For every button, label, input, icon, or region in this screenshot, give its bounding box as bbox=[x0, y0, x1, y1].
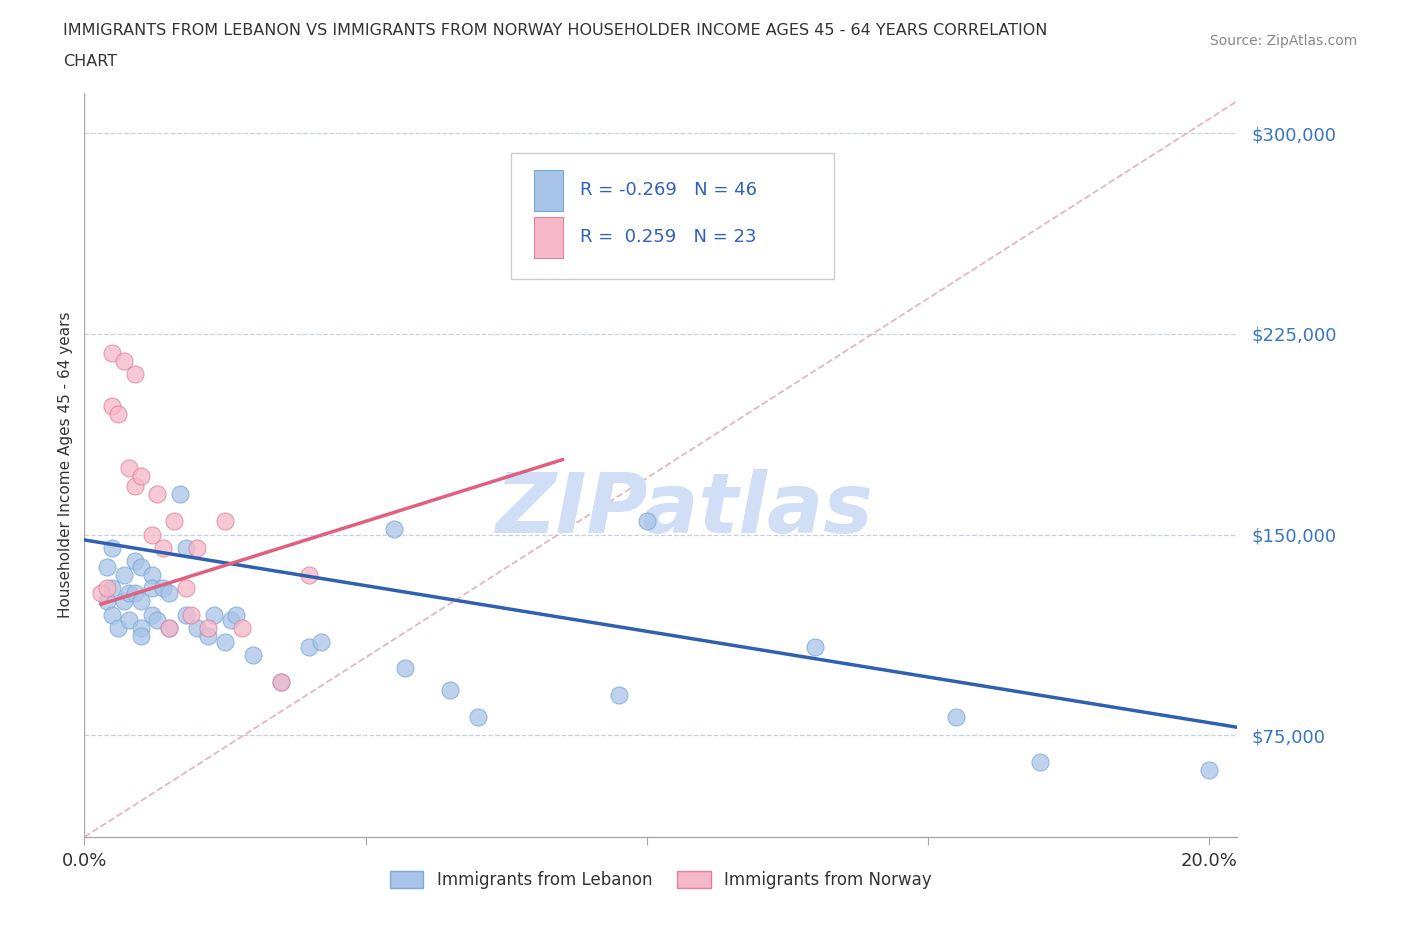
Point bbox=[270, 674, 292, 689]
Point bbox=[118, 460, 141, 475]
Point bbox=[219, 613, 242, 628]
Point bbox=[270, 674, 292, 689]
Point bbox=[945, 710, 967, 724]
Point bbox=[242, 647, 264, 662]
Point bbox=[107, 406, 129, 421]
Point bbox=[439, 683, 461, 698]
Point bbox=[112, 594, 135, 609]
Text: IMMIGRANTS FROM LEBANON VS IMMIGRANTS FROM NORWAY HOUSEHOLDER INCOME AGES 45 - 6: IMMIGRANTS FROM LEBANON VS IMMIGRANTS FR… bbox=[63, 23, 1047, 38]
Point bbox=[174, 540, 197, 555]
Point bbox=[124, 479, 146, 494]
Point bbox=[382, 522, 405, 537]
Point bbox=[169, 487, 191, 502]
Point bbox=[96, 559, 118, 574]
Point bbox=[124, 586, 146, 601]
Point bbox=[1029, 754, 1052, 769]
Point bbox=[129, 469, 152, 484]
Point bbox=[141, 580, 163, 595]
Point bbox=[129, 594, 152, 609]
Point bbox=[157, 621, 180, 636]
Point bbox=[225, 607, 247, 622]
Point bbox=[96, 594, 118, 609]
Point bbox=[636, 513, 658, 528]
Point bbox=[152, 540, 174, 555]
Point bbox=[157, 586, 180, 601]
Point bbox=[152, 580, 174, 595]
Point bbox=[118, 613, 141, 628]
Point bbox=[298, 640, 321, 655]
FancyBboxPatch shape bbox=[534, 218, 562, 259]
Point bbox=[96, 580, 118, 595]
Point bbox=[186, 540, 208, 555]
Point bbox=[298, 567, 321, 582]
Point bbox=[163, 513, 186, 528]
Point bbox=[804, 640, 827, 655]
Point bbox=[129, 559, 152, 574]
Point bbox=[129, 629, 152, 644]
Point bbox=[107, 621, 129, 636]
Point bbox=[157, 621, 180, 636]
Legend: Immigrants from Lebanon, Immigrants from Norway: Immigrants from Lebanon, Immigrants from… bbox=[384, 864, 938, 896]
Point bbox=[90, 586, 112, 601]
Point bbox=[467, 710, 489, 724]
Point bbox=[180, 607, 202, 622]
FancyBboxPatch shape bbox=[510, 153, 834, 279]
Text: R =  0.259   N = 23: R = 0.259 N = 23 bbox=[581, 229, 756, 246]
Point bbox=[112, 353, 135, 368]
Text: ZIPatlas: ZIPatlas bbox=[495, 469, 873, 551]
Point bbox=[118, 586, 141, 601]
Point bbox=[101, 580, 124, 595]
Point bbox=[129, 621, 152, 636]
Point bbox=[101, 540, 124, 555]
Text: Source: ZipAtlas.com: Source: ZipAtlas.com bbox=[1209, 34, 1357, 48]
Point bbox=[124, 366, 146, 381]
Point bbox=[101, 345, 124, 360]
Point bbox=[146, 487, 169, 502]
Y-axis label: Householder Income Ages 45 - 64 years: Householder Income Ages 45 - 64 years bbox=[58, 312, 73, 618]
Point bbox=[197, 621, 219, 636]
Point bbox=[141, 567, 163, 582]
Point bbox=[174, 607, 197, 622]
Point bbox=[141, 607, 163, 622]
Point bbox=[394, 661, 416, 676]
Point bbox=[202, 607, 225, 622]
Point bbox=[309, 634, 332, 649]
Point bbox=[101, 607, 124, 622]
Point bbox=[124, 554, 146, 569]
Point bbox=[607, 687, 630, 702]
Point bbox=[231, 621, 253, 636]
Point bbox=[1198, 763, 1220, 777]
Point bbox=[112, 567, 135, 582]
Point bbox=[214, 634, 236, 649]
FancyBboxPatch shape bbox=[534, 169, 562, 210]
Text: R = -0.269   N = 46: R = -0.269 N = 46 bbox=[581, 180, 756, 199]
Point bbox=[146, 613, 169, 628]
Point bbox=[186, 621, 208, 636]
Point bbox=[197, 629, 219, 644]
Point bbox=[174, 580, 197, 595]
Text: CHART: CHART bbox=[63, 54, 117, 69]
Point bbox=[101, 399, 124, 414]
Point bbox=[141, 527, 163, 542]
Point bbox=[214, 513, 236, 528]
